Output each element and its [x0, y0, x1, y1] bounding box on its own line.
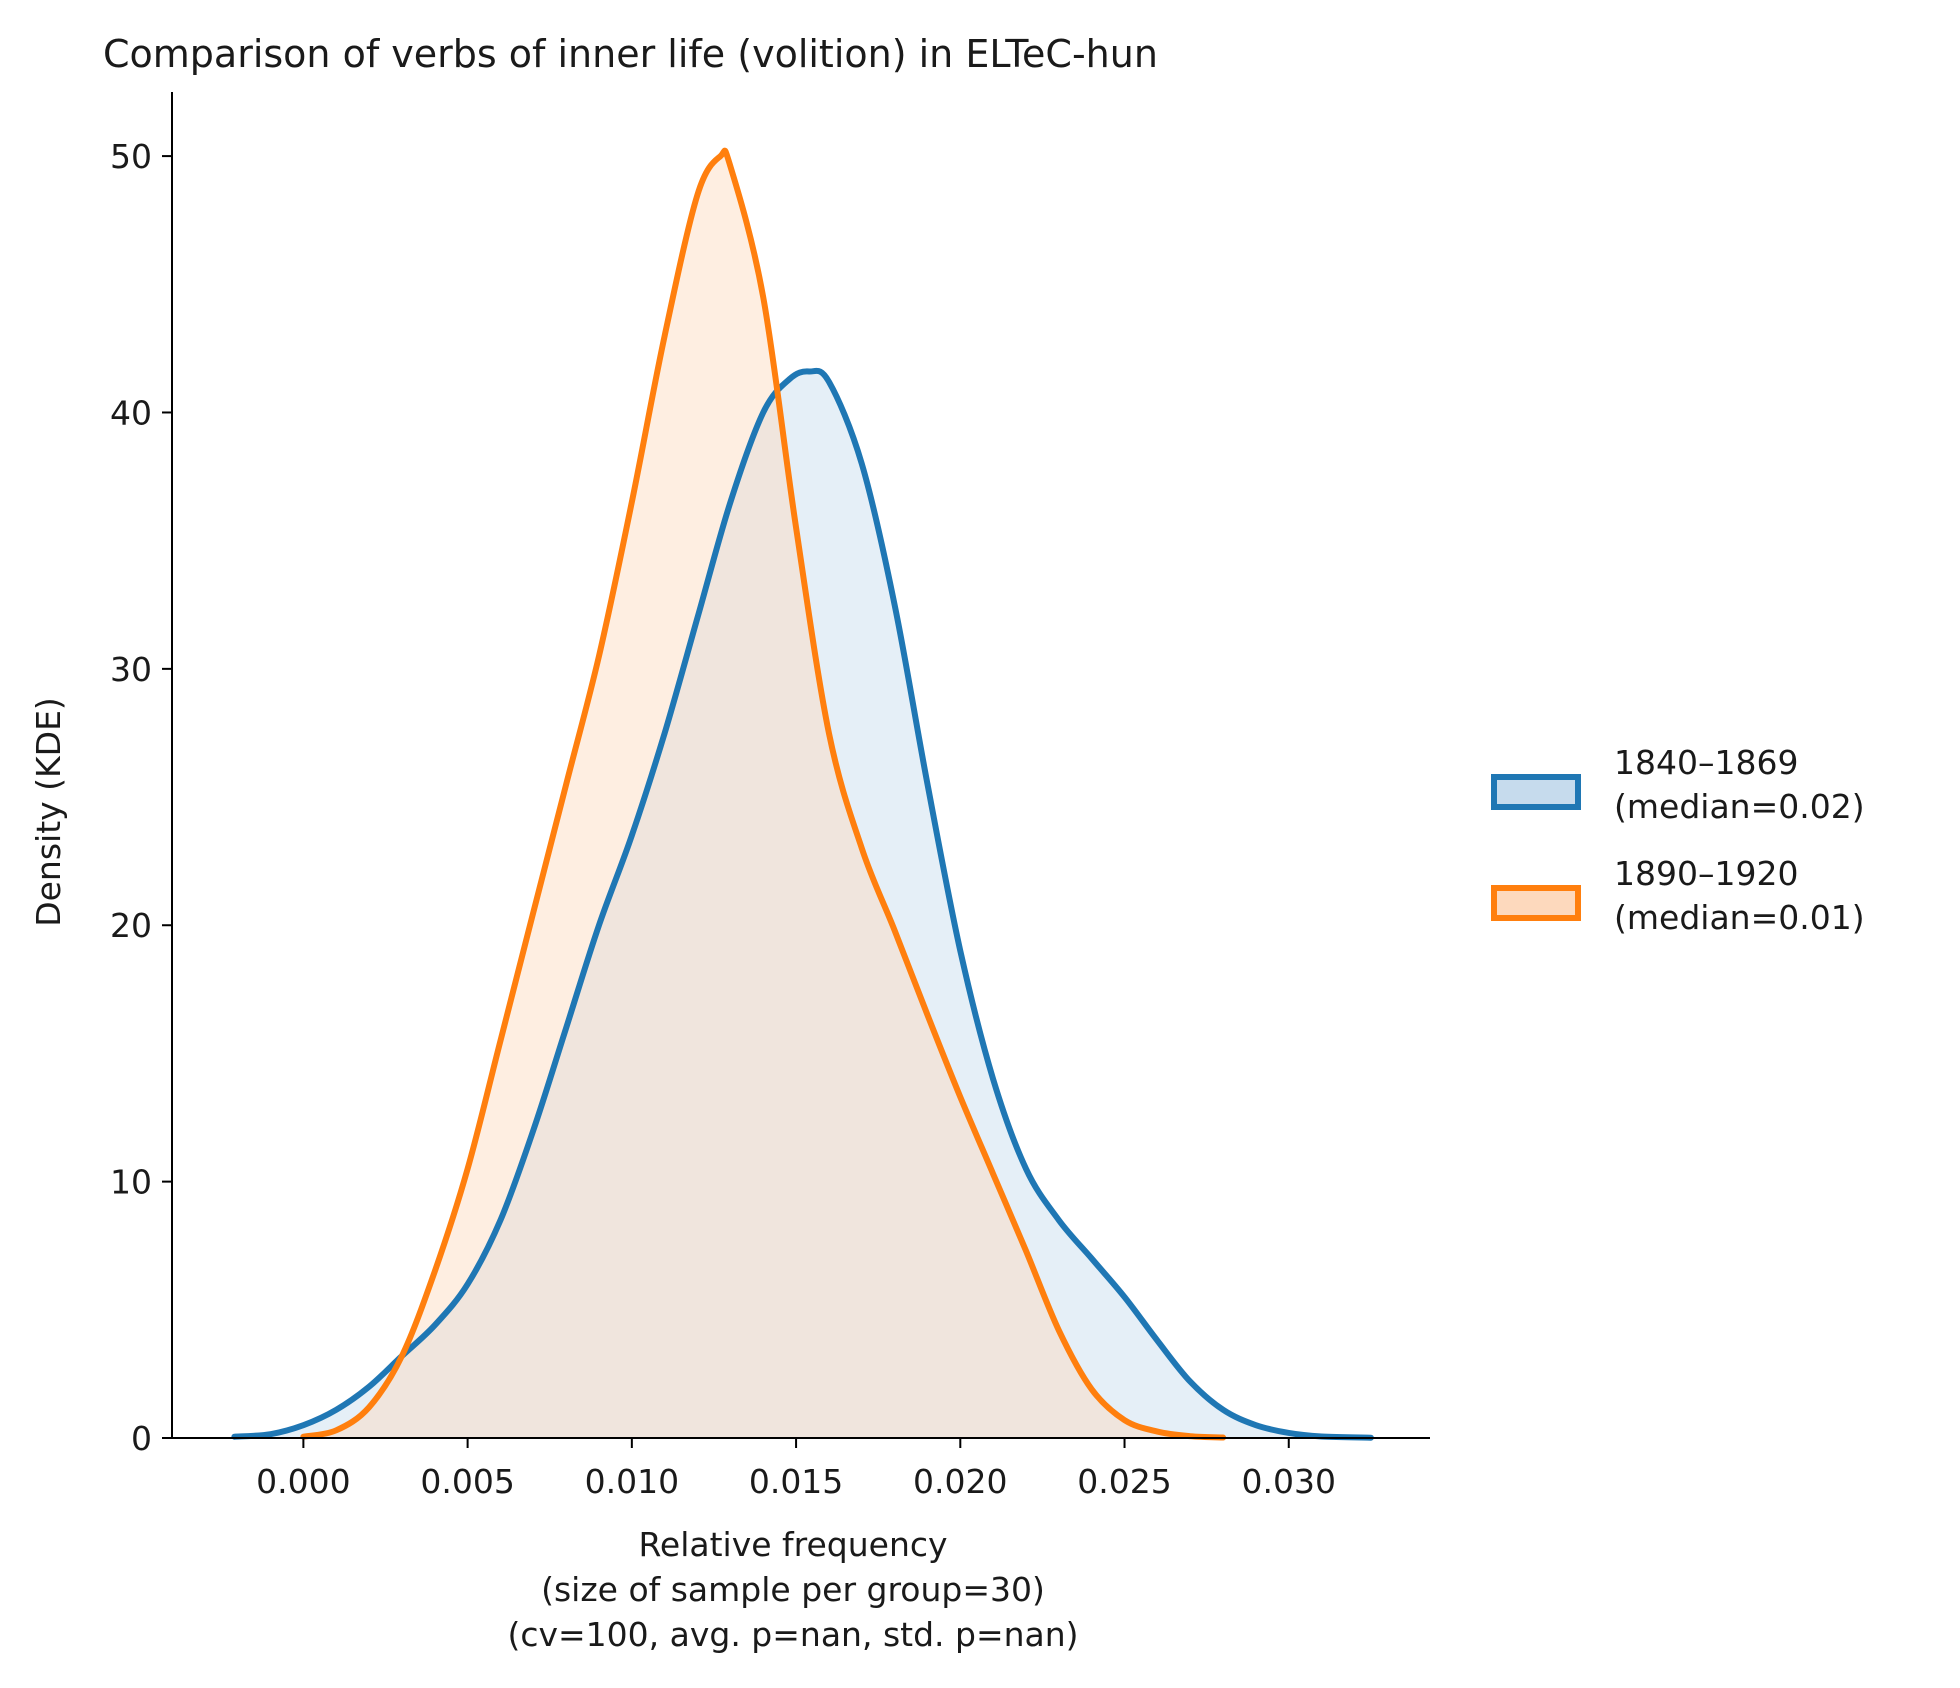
x-tick-label: 0.025 [1077, 1462, 1171, 1501]
x-axis-label-line-2: (size of sample per group=30) [541, 1570, 1045, 1609]
x-axis-ticks: 0.000 0.005 0.010 0.015 0.020 0.025 0.030 [256, 1438, 1336, 1501]
y-tick-label: 10 [110, 1163, 152, 1202]
legend: 1840–1869 (median=0.02) 1890–1920 (media… [1491, 743, 1865, 937]
legend-item-1840-1869: 1840–1869 (median=0.02) [1491, 743, 1865, 826]
y-tick-label: 40 [110, 393, 152, 432]
axes [171, 92, 1430, 1439]
kde-line-1890-1920 [300, 147, 1227, 1441]
chart-title: Comparison of verbs of inner life (volit… [103, 32, 1158, 76]
series-fills [234, 150, 1371, 1438]
y-axis-label: Density (KDE) [29, 697, 68, 927]
x-tick-label: 0.020 [913, 1462, 1007, 1501]
legend-label-1890-1920-line-1: 1890–1920 [1614, 854, 1798, 893]
legend-item-1890-1920: 1890–1920 (median=0.01) [1491, 854, 1865, 937]
kde-fill-1840-1869 [234, 370, 1371, 1438]
y-axis-ticks: 0 10 20 30 40 50 [110, 137, 172, 1458]
x-tick-label: 0.010 [585, 1462, 679, 1501]
kde-fill-1890-1920 [303, 150, 1224, 1438]
x-tick-label: 0.030 [1242, 1462, 1336, 1501]
x-axis-label-line-3: (cv=100, avg. p=nan, std. p=nan) [507, 1615, 1078, 1654]
y-tick-label: 50 [110, 137, 152, 176]
y-tick-label: 30 [110, 650, 152, 689]
x-tick-label: 0.000 [256, 1462, 350, 1501]
legend-label-1890-1920-line-2: (median=0.01) [1614, 898, 1865, 937]
x-tick-label: 0.005 [420, 1462, 514, 1501]
kde-line-1840-1869 [231, 367, 1374, 1441]
y-tick-label: 0 [131, 1419, 152, 1458]
y-tick-label: 20 [110, 906, 152, 945]
legend-label-1840-1869-line-1: 1840–1869 [1614, 743, 1798, 782]
x-axis-label: Relative frequency (size of sample per g… [507, 1525, 1078, 1654]
plot-area [231, 147, 1374, 1441]
x-tick-label: 0.015 [749, 1462, 843, 1501]
legend-swatch-1890-1920 [1491, 885, 1581, 921]
legend-swatch-1840-1869 [1491, 774, 1581, 810]
series-lines [231, 147, 1374, 1441]
legend-label-1840-1869-line-2: (median=0.02) [1614, 787, 1865, 826]
x-axis-label-line-1: Relative frequency [638, 1525, 947, 1564]
